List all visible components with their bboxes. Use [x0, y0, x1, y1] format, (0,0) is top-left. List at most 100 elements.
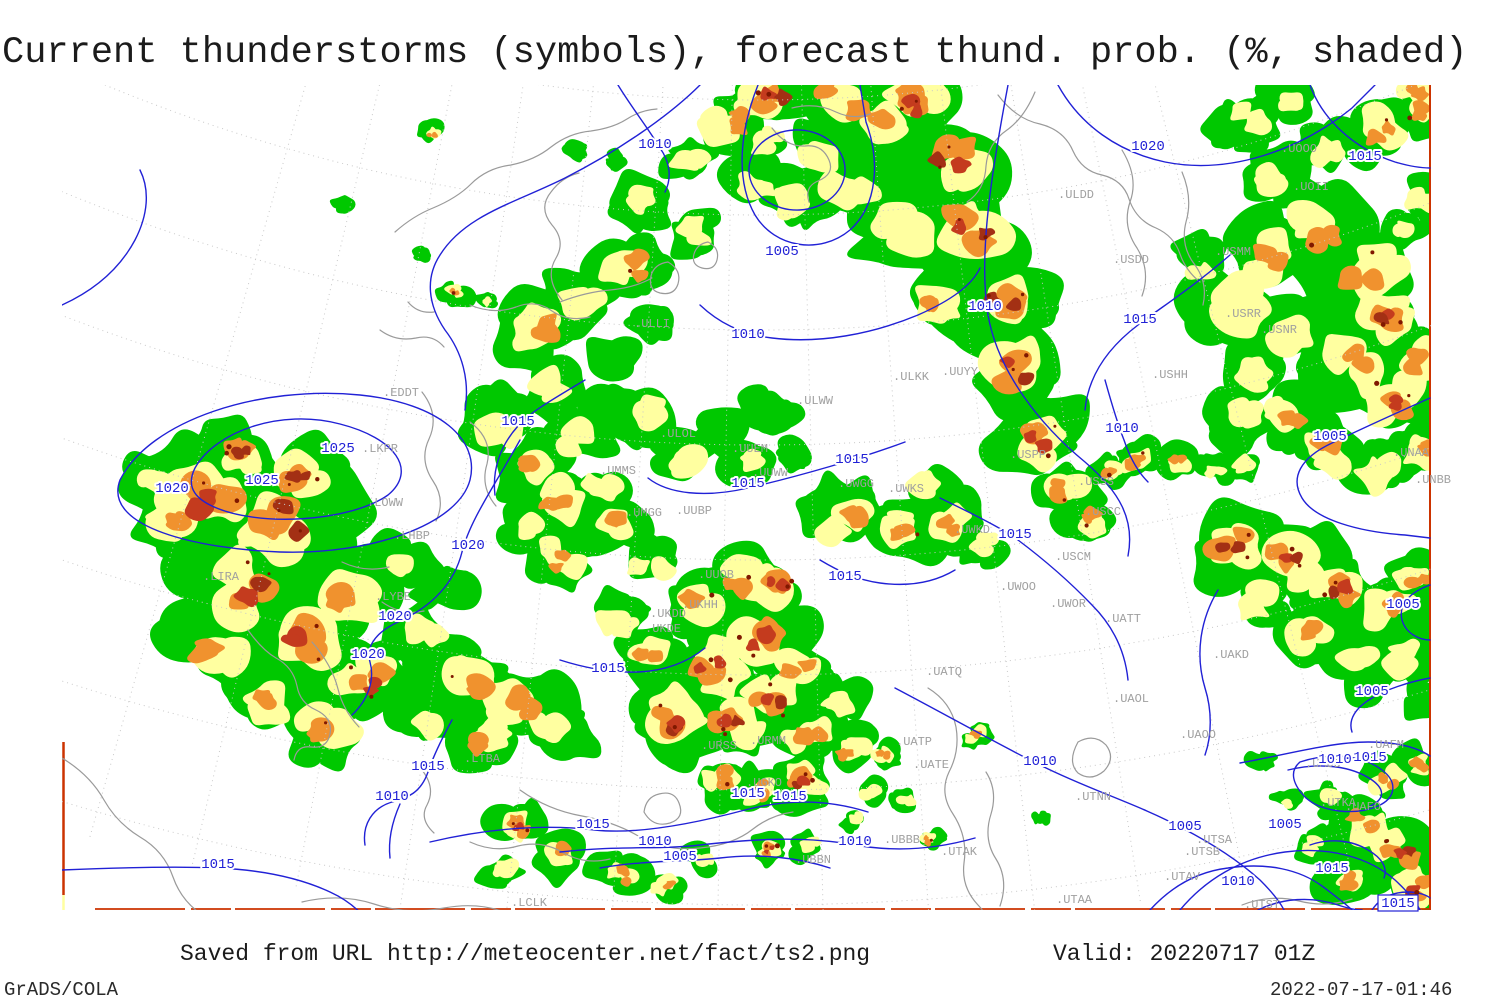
station-label: .URMM — [750, 734, 786, 748]
thunderstorm-symbol — [298, 529, 302, 533]
thunderstorm-symbol — [914, 99, 918, 103]
prob-shade-blob — [716, 774, 735, 791]
prob-shade-blob — [700, 654, 751, 700]
prob-shade-blob — [1388, 398, 1402, 411]
thunderstorm-symbol — [1020, 292, 1025, 297]
isobar-contour — [1309, 840, 1386, 879]
prob-shade-blob — [675, 215, 704, 240]
prob-shade-blob — [1362, 819, 1380, 834]
station-label: .USCC — [1085, 505, 1121, 519]
isobar-label: 1010 — [1023, 754, 1057, 770]
prob-shade-blob — [1050, 478, 1066, 491]
prob-shade-blob — [1415, 573, 1431, 585]
prob-shade-blob — [647, 650, 664, 663]
map-title: Current thunderstorms (symbols), forecas… — [2, 32, 1468, 74]
graticule-line — [801, 85, 824, 910]
isobar-contour — [62, 169, 148, 306]
thunderstorm-symbol — [755, 90, 761, 96]
prob-shade-blob — [867, 108, 896, 130]
station-label: .UAKD — [1213, 648, 1249, 662]
coastline-path — [311, 641, 435, 834]
prob-shade-blob — [1367, 774, 1398, 796]
thunderstorm-symbol — [349, 665, 353, 670]
station-label: .UUWW — [752, 466, 789, 480]
prob-shade-blob — [969, 730, 977, 737]
prob-shade-blob — [756, 788, 770, 803]
prob-shade-blob — [797, 659, 817, 673]
prob-shade-blob — [1411, 110, 1428, 121]
prob-shade-blob — [825, 690, 856, 718]
thunderstorm-symbol — [727, 677, 733, 683]
prob-shade-blob — [605, 510, 627, 527]
isobar-label: 1005 — [1313, 429, 1347, 445]
isobar-label: 1010 — [1221, 874, 1255, 890]
prob-shade-blob — [537, 714, 602, 761]
isobar-label: 1015 — [1353, 750, 1387, 766]
isobar-label: 1015 — [411, 759, 445, 775]
thunderstorm-symbol — [723, 732, 728, 737]
prob-shade-blob — [136, 469, 164, 488]
prob-shade-blob — [1049, 485, 1068, 504]
station-label: .UOII — [1293, 180, 1329, 194]
thunderstorm-symbol — [768, 682, 773, 687]
isobar-label: 1015 — [1315, 861, 1349, 877]
station-label: .UUOB — [698, 568, 734, 582]
station-label: .USNR — [1261, 323, 1297, 337]
isobar-label: 1020 — [378, 609, 412, 625]
thunderstorm-symbol — [986, 293, 991, 298]
station-label: .UWOR — [1050, 597, 1086, 611]
station-label: .ULKK — [893, 370, 930, 384]
isobar-contour — [599, 855, 831, 869]
coastlines — [62, 91, 1353, 910]
prob-shade-blob — [716, 713, 732, 728]
station-label: .USDD — [1113, 253, 1149, 267]
prob-shade-blob — [791, 780, 803, 790]
prob-shade-blob — [466, 681, 491, 701]
prob-shade-blob — [606, 147, 623, 164]
prob-shade-blob — [924, 838, 932, 847]
prob-shade-blob — [1174, 454, 1188, 464]
coastline-path — [692, 241, 719, 270]
station-label: .UGKO — [746, 776, 782, 790]
station-label: .UTST — [1244, 898, 1280, 912]
prob-shade-blob — [482, 296, 493, 304]
prob-shade-blob — [594, 383, 653, 451]
prob-shade-blob — [310, 724, 328, 743]
graticule-line — [1010, 85, 1142, 906]
thunderstorm-symbol — [736, 634, 742, 640]
prob-shade-blob — [1209, 289, 1272, 339]
station-label: .USHH — [1152, 368, 1188, 382]
isobar-label: 1015 — [501, 414, 535, 430]
station-label: .UTSB — [1184, 845, 1220, 859]
coastline-path — [966, 91, 1036, 203]
station-label: .LCLK — [511, 896, 548, 910]
isobar-label: 1015 — [773, 789, 807, 805]
prob-shade-blob — [1301, 842, 1319, 858]
isobar-contour — [1309, 85, 1431, 169]
isobar-label: 1005 — [1168, 819, 1202, 835]
thunderstorm-symbol — [267, 572, 271, 576]
prob-shade-blob — [1381, 649, 1419, 681]
thunderstorm-symbol — [721, 727, 726, 732]
prob-shade-blob — [1381, 120, 1396, 136]
thunderstorm-symbol — [803, 772, 808, 777]
graticule-line — [612, 85, 664, 910]
prob-shade-blob — [559, 844, 570, 856]
prob-shade-blob — [1289, 551, 1303, 565]
prob-shade-blob — [256, 692, 277, 711]
prob-shade-blob — [1238, 591, 1270, 621]
isobar-label: 1015 — [1381, 896, 1415, 912]
prob-shade-blob — [165, 512, 185, 527]
graticule-line — [870, 85, 930, 910]
thunderstorm-symbol — [672, 725, 677, 730]
prob-shade-blob — [426, 132, 432, 138]
isobar-contour — [388, 803, 401, 859]
graticule — [62, 85, 1431, 910]
prob-shade-blob — [1411, 86, 1430, 102]
thunderstorm-symbol — [277, 509, 281, 513]
station-label: .ULWW — [797, 394, 834, 408]
thunderstorm-symbol — [511, 822, 515, 826]
prob-shade-blob — [1328, 585, 1340, 600]
